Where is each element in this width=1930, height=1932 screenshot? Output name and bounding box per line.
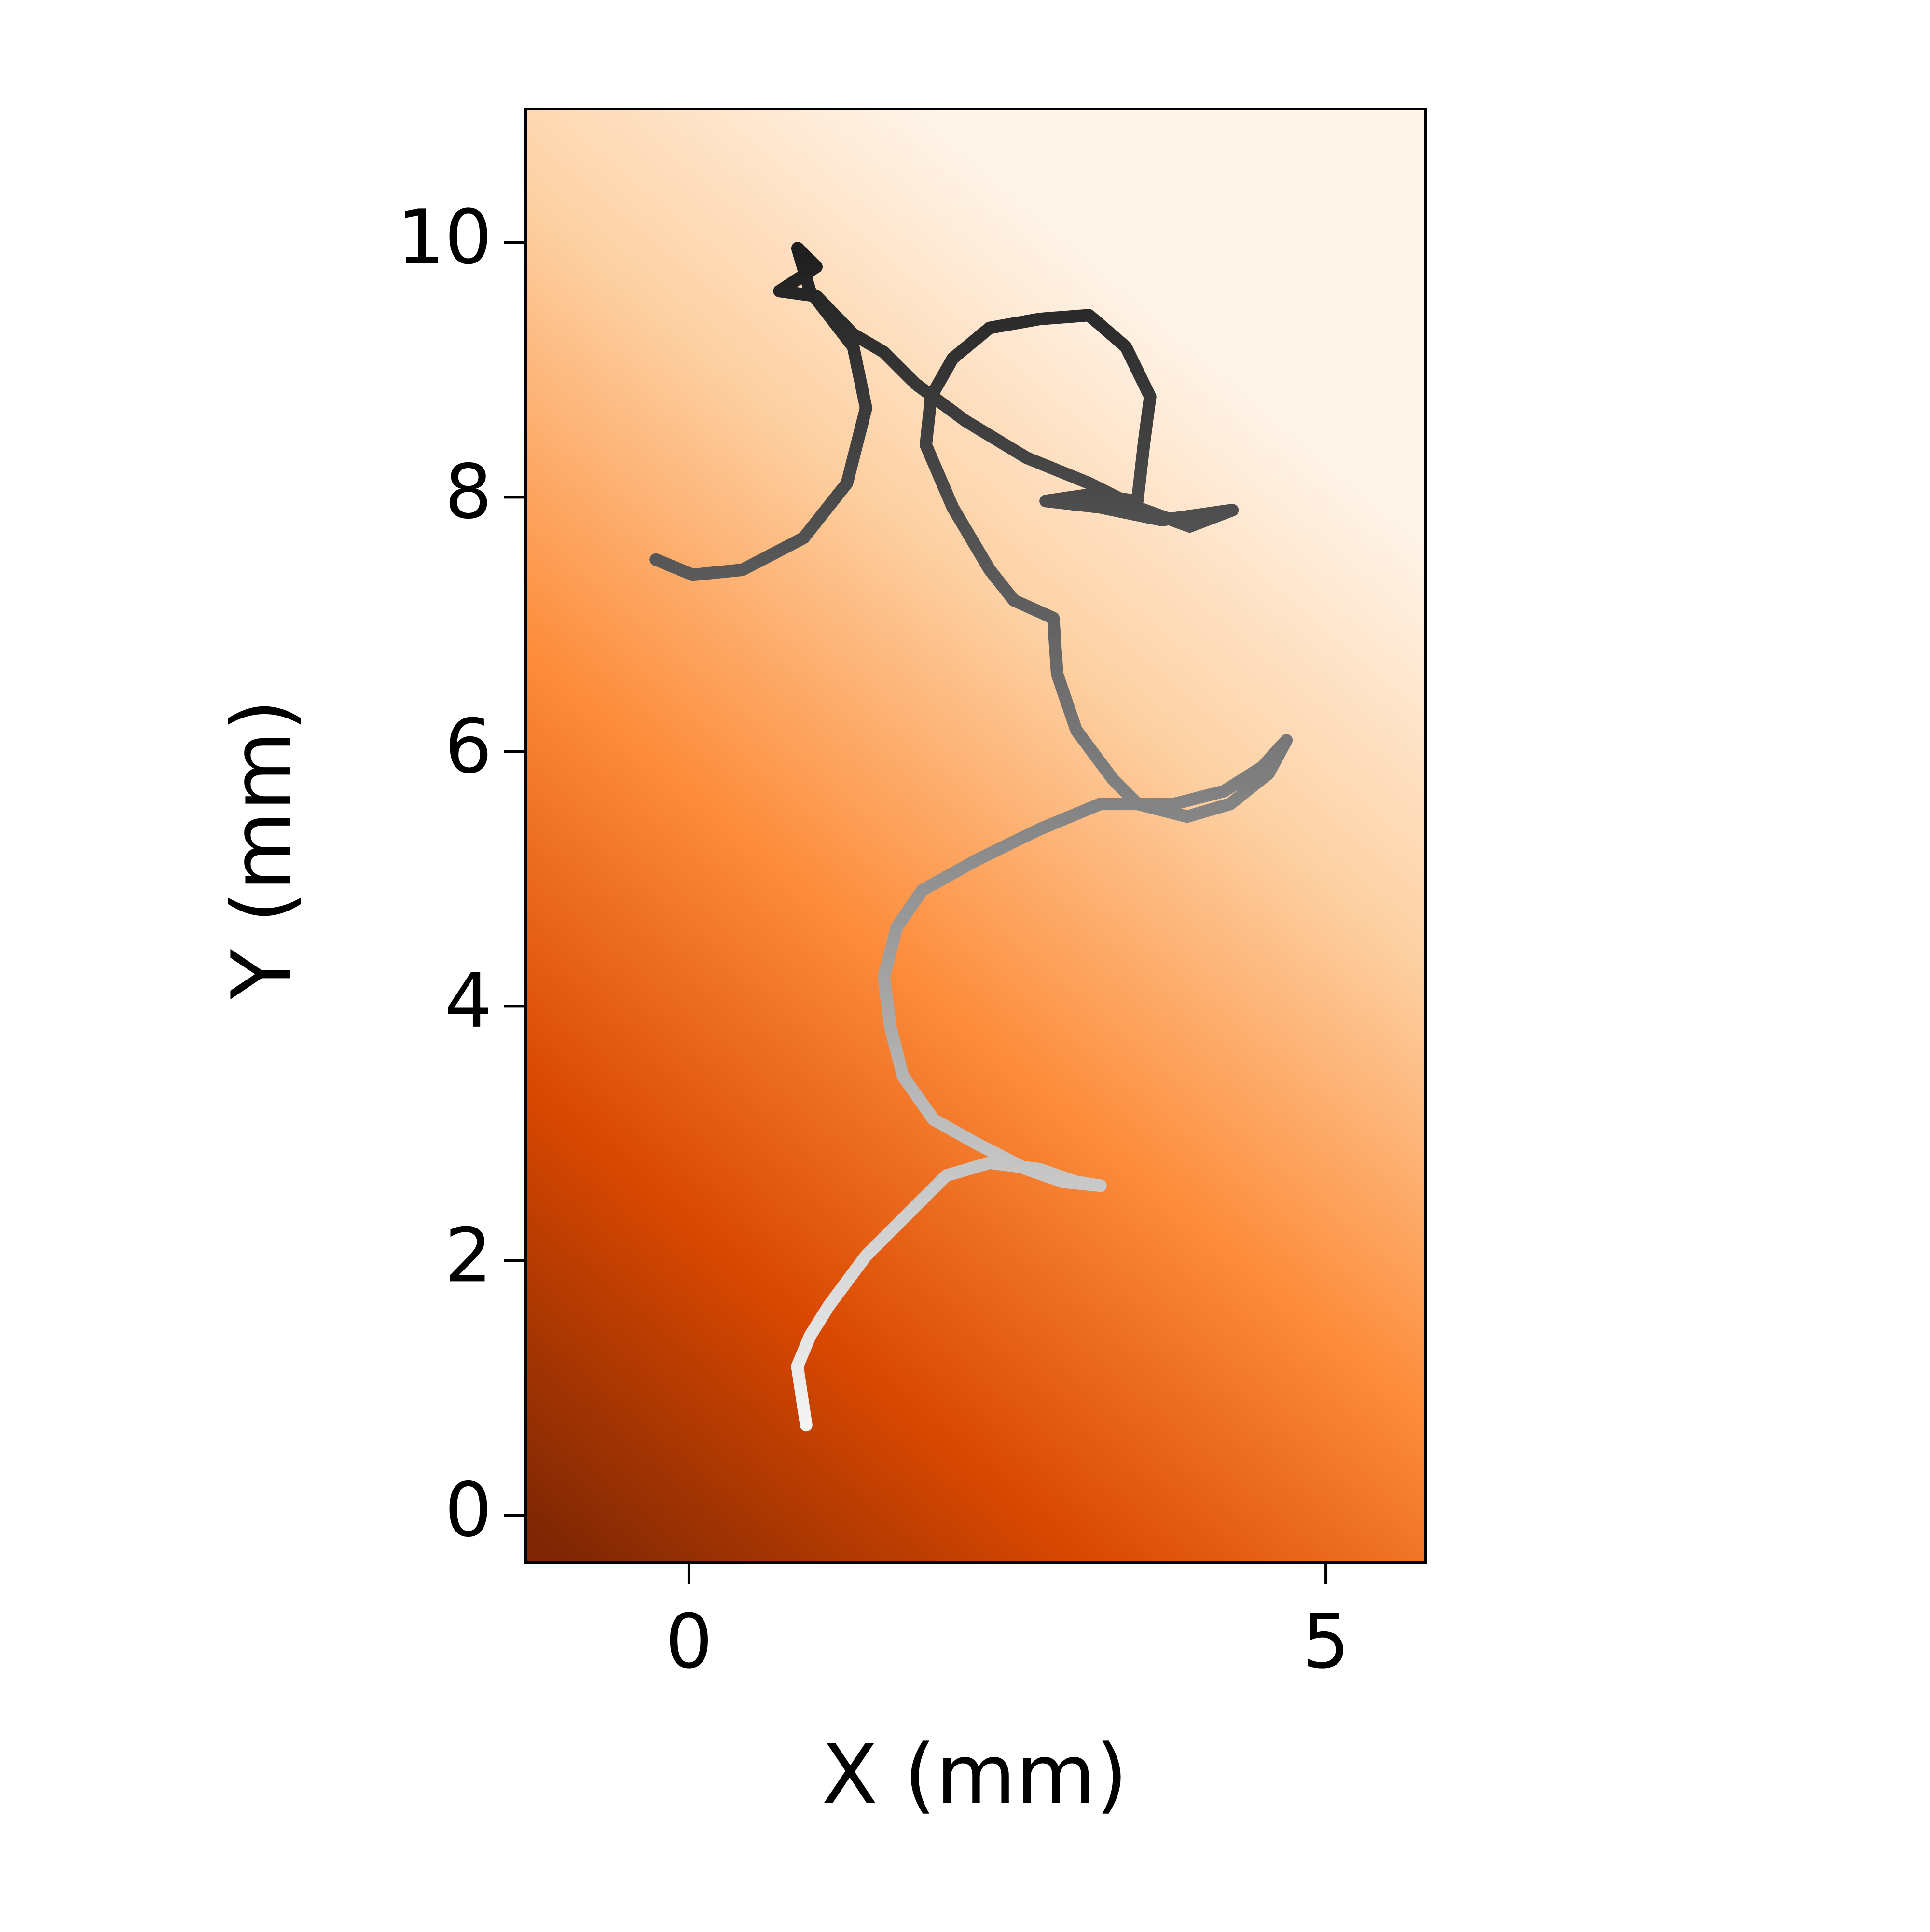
x-tick-label: 0 [665, 1598, 713, 1685]
y-tick-label: 6 [444, 703, 492, 790]
plot-frame [524, 108, 1427, 1564]
y-tick-label: 2 [444, 1212, 492, 1299]
y-axis-label: Y (mm) [214, 699, 310, 1000]
y-tick-label: 4 [444, 957, 492, 1045]
y-tick-label: 10 [397, 193, 492, 281]
y-tick-label: 8 [444, 448, 492, 536]
x-axis-label: X (mm) [822, 1727, 1128, 1822]
trajectory [649, 241, 1293, 1432]
y-tick-label: 0 [444, 1466, 492, 1554]
x-tick-label: 5 [1302, 1598, 1350, 1685]
background-field [526, 109, 1425, 1562]
